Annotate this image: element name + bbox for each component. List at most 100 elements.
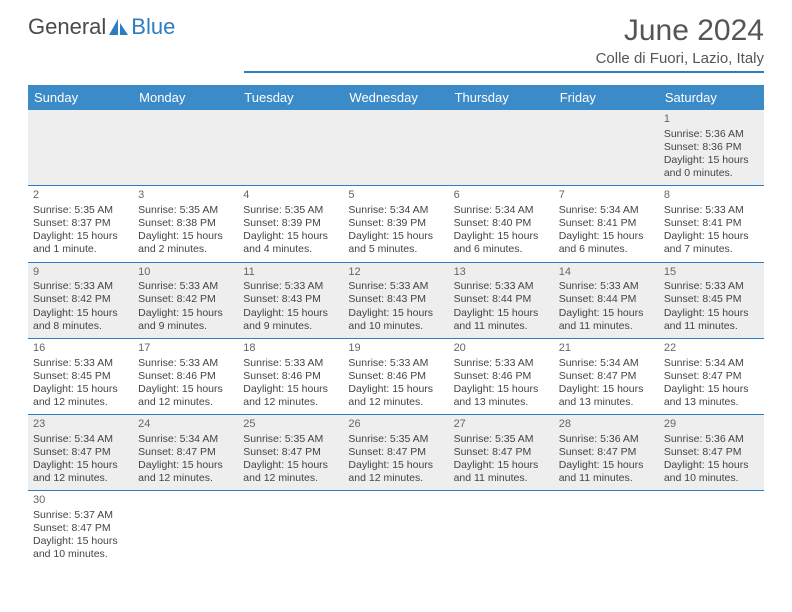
- sunrise-text: Sunrise: 5:35 AM: [138, 204, 233, 217]
- day-number: 24: [138, 418, 233, 432]
- daylight-text: Daylight: 15 hours: [33, 535, 128, 548]
- calendar-day-cell: 13Sunrise: 5:33 AMSunset: 8:44 PMDayligh…: [449, 262, 554, 338]
- calendar-day-cell: [133, 110, 238, 186]
- day-number: 10: [138, 266, 233, 280]
- calendar-day-cell: [554, 110, 659, 186]
- calendar-day-cell: [28, 110, 133, 186]
- daylight-text: and 12 minutes.: [138, 472, 233, 485]
- sunrise-text: Sunrise: 5:33 AM: [664, 280, 759, 293]
- sunset-text: Sunset: 8:39 PM: [348, 217, 443, 230]
- sunrise-text: Sunrise: 5:36 AM: [559, 433, 654, 446]
- day-number: 2: [33, 189, 128, 203]
- sunrise-text: Sunrise: 5:33 AM: [138, 280, 233, 293]
- daylight-text: Daylight: 15 hours: [243, 230, 338, 243]
- sunset-text: Sunset: 8:47 PM: [243, 446, 338, 459]
- daylight-text: Daylight: 15 hours: [348, 459, 443, 472]
- daylight-text: Daylight: 15 hours: [454, 307, 549, 320]
- daylight-text: Daylight: 15 hours: [559, 307, 654, 320]
- daylight-text: and 11 minutes.: [664, 320, 759, 333]
- sunrise-text: Sunrise: 5:36 AM: [664, 433, 759, 446]
- title-block: June 2024 Colle di Fuori, Lazio, Italy: [244, 14, 764, 73]
- daylight-text: and 11 minutes.: [559, 472, 654, 485]
- calendar-day-cell: 15Sunrise: 5:33 AMSunset: 8:45 PMDayligh…: [659, 262, 764, 338]
- sunrise-text: Sunrise: 5:34 AM: [454, 204, 549, 217]
- daylight-text: and 7 minutes.: [664, 243, 759, 256]
- logo: General Blue: [28, 14, 175, 40]
- day-number: 25: [243, 418, 338, 432]
- calendar-day-cell: 18Sunrise: 5:33 AMSunset: 8:46 PMDayligh…: [238, 338, 343, 414]
- sunrise-text: Sunrise: 5:37 AM: [33, 509, 128, 522]
- sunset-text: Sunset: 8:47 PM: [33, 446, 128, 459]
- sunset-text: Sunset: 8:37 PM: [33, 217, 128, 230]
- sunset-text: Sunset: 8:47 PM: [559, 446, 654, 459]
- daylight-text: and 10 minutes.: [664, 472, 759, 485]
- logo-text-left: General: [28, 14, 106, 40]
- calendar-day-cell: [238, 110, 343, 186]
- day-number: 13: [454, 266, 549, 280]
- day-number: 14: [559, 266, 654, 280]
- day-number: 21: [559, 342, 654, 356]
- calendar-day-cell: 12Sunrise: 5:33 AMSunset: 8:43 PMDayligh…: [343, 262, 448, 338]
- sunset-text: Sunset: 8:38 PM: [138, 217, 233, 230]
- sunset-text: Sunset: 8:40 PM: [454, 217, 549, 230]
- sunrise-text: Sunrise: 5:33 AM: [664, 204, 759, 217]
- daylight-text: Daylight: 15 hours: [664, 230, 759, 243]
- sunrise-text: Sunrise: 5:34 AM: [348, 204, 443, 217]
- day-number: 17: [138, 342, 233, 356]
- calendar-day-cell: 19Sunrise: 5:33 AMSunset: 8:46 PMDayligh…: [343, 338, 448, 414]
- daylight-text: and 4 minutes.: [243, 243, 338, 256]
- calendar-day-cell: 28Sunrise: 5:36 AMSunset: 8:47 PMDayligh…: [554, 415, 659, 491]
- day-header: Tuesday: [238, 85, 343, 110]
- sunset-text: Sunset: 8:46 PM: [243, 370, 338, 383]
- sunset-text: Sunset: 8:47 PM: [664, 446, 759, 459]
- sunrise-text: Sunrise: 5:34 AM: [138, 433, 233, 446]
- month-title: June 2024: [244, 14, 764, 48]
- sunset-text: Sunset: 8:41 PM: [664, 217, 759, 230]
- day-number: 29: [664, 418, 759, 432]
- day-header-row: Sunday Monday Tuesday Wednesday Thursday…: [28, 85, 764, 110]
- location-label: Colle di Fuori, Lazio, Italy: [244, 50, 764, 73]
- sunrise-text: Sunrise: 5:33 AM: [243, 280, 338, 293]
- day-number: 4: [243, 189, 338, 203]
- sunset-text: Sunset: 8:46 PM: [138, 370, 233, 383]
- calendar-day-cell: 10Sunrise: 5:33 AMSunset: 8:42 PMDayligh…: [133, 262, 238, 338]
- calendar-day-cell: 2Sunrise: 5:35 AMSunset: 8:37 PMDaylight…: [28, 186, 133, 262]
- day-header: Wednesday: [343, 85, 448, 110]
- calendar-table: Sunday Monday Tuesday Wednesday Thursday…: [28, 85, 764, 567]
- sunrise-text: Sunrise: 5:34 AM: [559, 204, 654, 217]
- daylight-text: Daylight: 15 hours: [138, 230, 233, 243]
- sunset-text: Sunset: 8:43 PM: [348, 293, 443, 306]
- daylight-text: and 13 minutes.: [454, 396, 549, 409]
- calendar-day-cell: 27Sunrise: 5:35 AMSunset: 8:47 PMDayligh…: [449, 415, 554, 491]
- calendar-day-cell: 25Sunrise: 5:35 AMSunset: 8:47 PMDayligh…: [238, 415, 343, 491]
- daylight-text: and 12 minutes.: [243, 472, 338, 485]
- calendar-day-cell: [343, 110, 448, 186]
- calendar-day-cell: [449, 110, 554, 186]
- daylight-text: and 12 minutes.: [33, 472, 128, 485]
- daylight-text: Daylight: 15 hours: [559, 383, 654, 396]
- calendar-day-cell: 6Sunrise: 5:34 AMSunset: 8:40 PMDaylight…: [449, 186, 554, 262]
- daylight-text: Daylight: 15 hours: [664, 307, 759, 320]
- sunset-text: Sunset: 8:44 PM: [454, 293, 549, 306]
- daylight-text: and 13 minutes.: [664, 396, 759, 409]
- daylight-text: and 12 minutes.: [33, 396, 128, 409]
- daylight-text: Daylight: 15 hours: [348, 383, 443, 396]
- day-number: 18: [243, 342, 338, 356]
- daylight-text: Daylight: 15 hours: [243, 307, 338, 320]
- sunrise-text: Sunrise: 5:34 AM: [559, 357, 654, 370]
- sunset-text: Sunset: 8:44 PM: [559, 293, 654, 306]
- day-number: 6: [454, 189, 549, 203]
- calendar-day-cell: 24Sunrise: 5:34 AMSunset: 8:47 PMDayligh…: [133, 415, 238, 491]
- sunset-text: Sunset: 8:47 PM: [664, 370, 759, 383]
- daylight-text: and 11 minutes.: [454, 472, 549, 485]
- daylight-text: Daylight: 15 hours: [138, 307, 233, 320]
- sunrise-text: Sunrise: 5:34 AM: [33, 433, 128, 446]
- daylight-text: and 12 minutes.: [138, 396, 233, 409]
- day-number: 12: [348, 266, 443, 280]
- calendar-week-row: 16Sunrise: 5:33 AMSunset: 8:45 PMDayligh…: [28, 338, 764, 414]
- calendar-day-cell: 4Sunrise: 5:35 AMSunset: 8:39 PMDaylight…: [238, 186, 343, 262]
- daylight-text: and 10 minutes.: [348, 320, 443, 333]
- sunrise-text: Sunrise: 5:33 AM: [348, 357, 443, 370]
- calendar-day-cell: [238, 491, 343, 567]
- day-number: 16: [33, 342, 128, 356]
